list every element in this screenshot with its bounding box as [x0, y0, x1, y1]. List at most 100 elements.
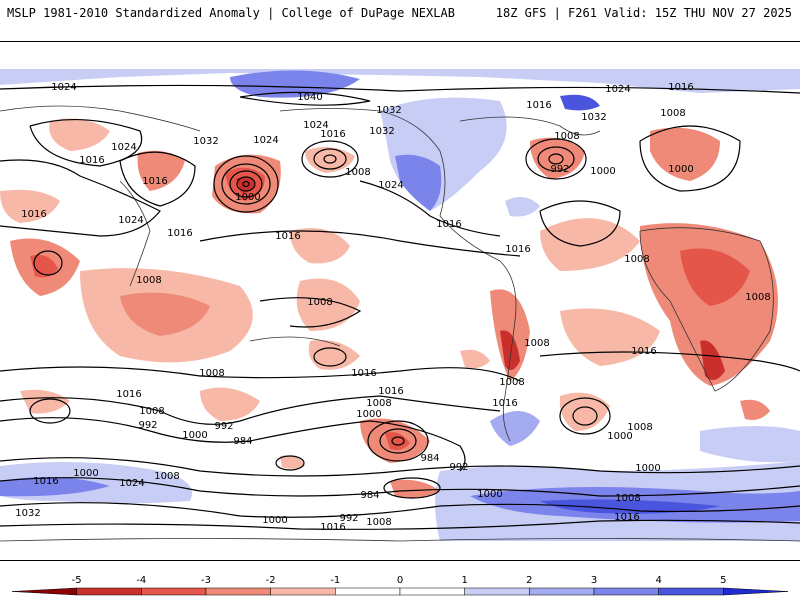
isobar — [0, 477, 800, 497]
anomaly-region — [740, 399, 770, 420]
contour-label: 1024 — [253, 135, 278, 146]
contour-label: 1008 — [154, 471, 179, 482]
colorbar-swatch — [529, 587, 595, 596]
anomaly-region — [530, 137, 585, 179]
low-center-ring — [383, 477, 441, 499]
anomaly-region — [385, 432, 410, 451]
contour-label: 1016 — [79, 155, 104, 166]
contour-label: 1024 — [119, 478, 144, 489]
anomaly-region — [290, 228, 350, 264]
colorbar-tick-label: -1 — [330, 575, 340, 586]
contour-label: 1016 — [378, 386, 403, 397]
isobar — [0, 417, 466, 472]
low-center-ring — [301, 140, 359, 178]
low-center-ring — [525, 138, 587, 180]
low-center-ring — [367, 420, 429, 462]
coastline — [249, 336, 341, 347]
isobar — [119, 151, 196, 207]
contour-label: 1016 — [436, 219, 461, 230]
anomaly-region — [230, 70, 360, 98]
low-center-ring — [323, 154, 337, 164]
contour-label: 984 — [360, 490, 379, 501]
isobar — [639, 125, 741, 192]
contour-label: 1000 — [607, 431, 632, 442]
low-center-ring — [221, 163, 271, 205]
contour-label: 1008 — [554, 131, 579, 142]
contour-label: 1016 — [668, 82, 693, 93]
colorbar-tick-label: 1 — [461, 575, 467, 586]
colorbar-ticks: -5 -4 -3 -2 -1 0 1 2 3 4 5 — [72, 575, 727, 586]
low-center-ring — [559, 397, 611, 435]
anomaly-region — [390, 479, 440, 498]
colorbar-tick-label: 3 — [591, 575, 597, 586]
contour-label: 1008 — [199, 368, 224, 379]
contour-label: 1000 — [356, 409, 381, 420]
negative-anomaly-fills — [0, 118, 778, 498]
contour-label: 1008 — [366, 398, 391, 409]
contour-label: 1008 — [307, 297, 332, 308]
contour-label: 1008 — [139, 406, 164, 417]
contour-label: 1000 — [235, 192, 260, 203]
low-center-ring — [33, 250, 63, 276]
contour-label: 1016 — [167, 228, 192, 239]
contour-label: 1008 — [524, 338, 549, 349]
anomaly-region — [540, 499, 720, 514]
contour-label: 1016 — [526, 100, 551, 111]
anomaly-region — [560, 94, 600, 111]
contour-label: 1008 — [627, 422, 652, 433]
contour-label: 1000 — [262, 515, 287, 526]
isobar-contours — [0, 84, 800, 530]
contour-label: 1032 — [15, 508, 40, 519]
colorbar-swatch — [141, 587, 207, 596]
anomaly-region — [460, 349, 490, 369]
anomaly-region — [0, 477, 110, 497]
colorbar-tick-label: 0 — [397, 575, 403, 586]
coastline — [459, 116, 601, 136]
contour-label: 1032 — [581, 112, 606, 123]
contour-label: 1000 — [182, 430, 207, 441]
contour-label: 1008 — [499, 377, 524, 388]
contour-label: 1016 — [116, 389, 141, 400]
contour-label: 1032 — [376, 105, 401, 116]
colorbar-arrow-left — [11, 587, 77, 596]
colorbar-swatch — [399, 587, 465, 596]
isobar — [0, 502, 800, 518]
colorbar-arrow-right — [723, 587, 789, 596]
map-title: MSLP 1981-2010 Standardized Anomaly | Co… — [7, 6, 455, 20]
contour-label: 1032 — [369, 126, 394, 137]
anomaly-region — [700, 340, 725, 380]
contour-label: 1040 — [297, 92, 322, 103]
contour-label: 1008 — [624, 254, 649, 265]
anomaly-region — [280, 455, 305, 469]
contour-label: 1016 — [505, 244, 530, 255]
isobar — [0, 159, 161, 237]
anomaly-region — [650, 127, 720, 181]
contour-label: 1000 — [73, 468, 98, 479]
isobar — [539, 351, 800, 372]
contour-label: 992 — [449, 462, 468, 473]
colorbar-swatch — [335, 587, 401, 596]
anomaly-region — [236, 176, 256, 193]
colorbar-tick-label: -4 — [136, 575, 146, 586]
colorbar-tick-label: -3 — [201, 575, 211, 586]
colorbar-tick-label: 5 — [720, 575, 726, 586]
anomaly-region — [490, 411, 540, 446]
coastline — [0, 538, 800, 542]
low-center-ring — [236, 176, 256, 192]
isobar — [0, 366, 521, 382]
contour-label: 1024 — [51, 82, 76, 93]
contour-label: 1008 — [345, 167, 370, 178]
contour-label: 1016 — [492, 398, 517, 409]
coastline — [0, 105, 201, 132]
anomaly-region — [680, 248, 750, 306]
anomaly-region — [500, 330, 520, 370]
contour-label: 1000 — [477, 489, 502, 500]
contour-label: 1016 — [351, 368, 376, 379]
low-center-ring — [572, 406, 598, 426]
low-center-ring — [229, 170, 263, 198]
contour-label: 1016 — [614, 512, 639, 523]
isobar — [359, 180, 501, 237]
low-center-ring — [548, 153, 564, 165]
